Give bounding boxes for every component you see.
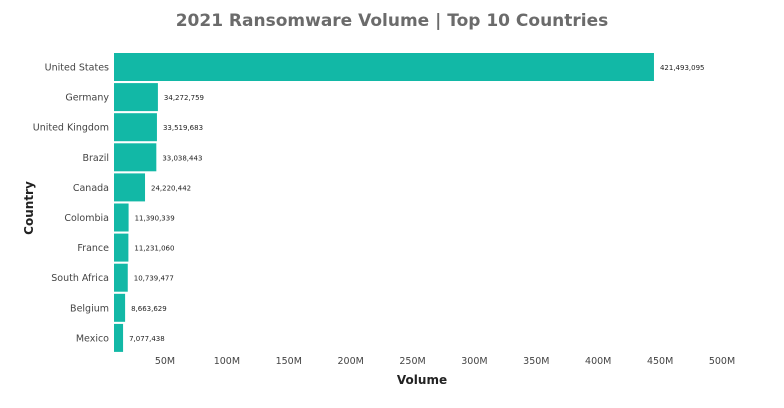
x-tick-label: 150M <box>276 356 302 367</box>
category-label: Mexico <box>76 333 109 344</box>
category-label: South Africa <box>51 273 109 284</box>
x-tick-label: 300M <box>461 356 487 367</box>
bar-mexico <box>114 323 124 352</box>
bar-united-kingdom <box>114 113 157 142</box>
category-label: Germany <box>65 93 109 104</box>
category-label: France <box>77 243 109 254</box>
x-tick-label: 450M <box>647 356 673 367</box>
value-label: 33,038,443 <box>162 154 202 162</box>
category-label: Brazil <box>82 153 109 164</box>
x-tick-label: 400M <box>585 356 611 367</box>
x-tick-label: 200M <box>337 356 363 367</box>
chart-title: 2021 Ransomware Volume | Top 10 Countrie… <box>175 11 609 31</box>
value-label: 24,220,442 <box>151 184 191 192</box>
x-tick-label: 250M <box>399 356 425 367</box>
bar-france <box>114 233 129 262</box>
bar-canada <box>114 173 146 202</box>
bar-united-states <box>114 53 654 81</box>
category-label: Belgium <box>70 303 109 314</box>
value-label: 33,519,683 <box>163 124 203 132</box>
bars-layer: United States 421,493,095 Germany 34,272,75… <box>33 53 705 352</box>
category-label: Colombia <box>64 213 109 224</box>
category-label: Canada <box>73 183 109 194</box>
bar-south-africa <box>114 263 128 292</box>
category-label: United States <box>45 63 109 74</box>
value-label: 10,739,477 <box>134 275 174 283</box>
x-tick-label: 500M <box>709 356 735 367</box>
bar-germany <box>114 83 158 112</box>
value-label: 34,272,759 <box>164 94 204 102</box>
y-axis-label: Country <box>22 181 36 235</box>
value-label: 8,663,629 <box>131 305 167 313</box>
x-axis-label: Volume <box>397 373 447 387</box>
bar-belgium <box>114 293 126 322</box>
category-label: United Kingdom <box>33 123 109 134</box>
bar-brazil <box>114 143 157 172</box>
x-tick-label: 100M <box>214 356 240 367</box>
x-axis-ticks: 50M 100M 150M 200M 250M 300M 350M 400M 450M 500M <box>155 356 735 367</box>
value-label: 421,493,095 <box>660 64 705 72</box>
value-label: 7,077,438 <box>129 335 165 343</box>
value-label: 11,231,060 <box>134 245 174 253</box>
x-tick-label: 50M <box>155 356 175 367</box>
value-label: 11,390,339 <box>135 215 175 223</box>
bar-colombia <box>114 203 129 232</box>
x-tick-label: 350M <box>523 356 549 367</box>
